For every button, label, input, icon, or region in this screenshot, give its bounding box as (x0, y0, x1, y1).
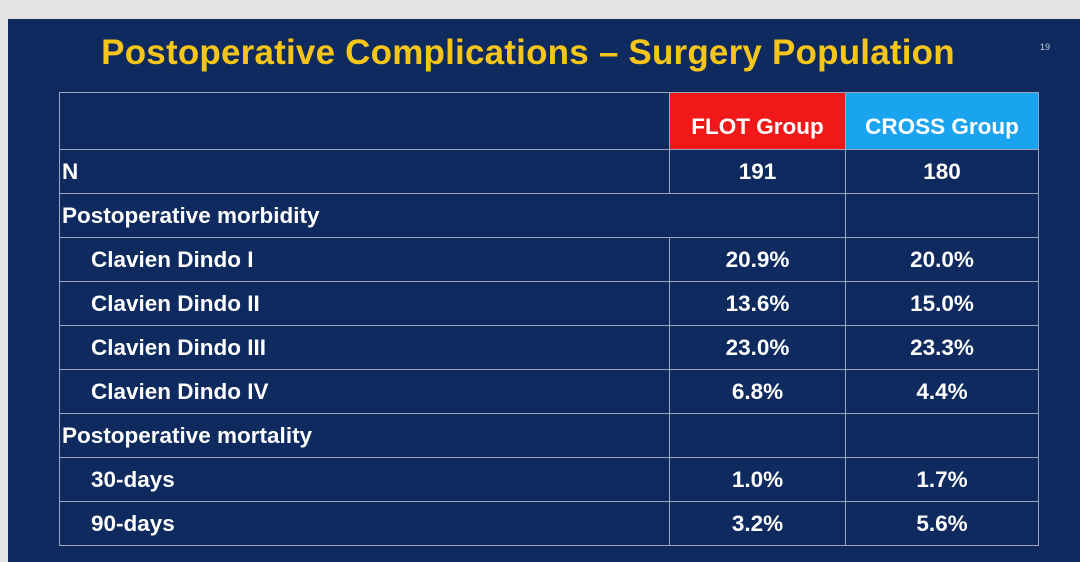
table-row: Clavien Dindo I 20.9% 20.0% (59, 237, 1039, 282)
flot-value (669, 413, 846, 458)
section-label-morbidity: Postoperative morbidity (59, 193, 846, 238)
cross-value: 5.6% (845, 501, 1039, 546)
table-row: N 191 180 (59, 149, 1039, 194)
cross-value: 23.3% (845, 325, 1039, 370)
flot-value: 6.8% (669, 369, 846, 414)
flot-value: 20.9% (669, 237, 846, 282)
table-row: 30-days 1.0% 1.7% (59, 457, 1039, 502)
table-row: Clavien Dindo IV 6.8% 4.4% (59, 369, 1039, 414)
header-flot-group: FLOT Group (669, 92, 846, 150)
flot-value: 1.0% (669, 457, 846, 502)
row-label: 90-days (59, 501, 670, 546)
row-label: 30-days (59, 457, 670, 502)
table-row: 90-days 3.2% 5.6% (59, 501, 1039, 546)
slide-title: Postoperative Complications – Surgery Po… (101, 33, 955, 72)
cross-value (845, 413, 1039, 458)
cross-value: 15.0% (845, 281, 1039, 326)
row-label: N (59, 149, 670, 194)
table-row: Clavien Dindo III 23.0% 23.3% (59, 325, 1039, 370)
flot-value: 23.0% (669, 325, 846, 370)
table-row: Postoperative mortality (59, 413, 1039, 458)
cross-value: 180 (845, 149, 1039, 194)
table-row: Clavien Dindo II 13.6% 15.0% (59, 281, 1039, 326)
page-number: 19 (1040, 42, 1051, 52)
cross-value (845, 193, 1039, 238)
complications-table: FLOT Group CROSS Group N 191 180 Postope… (59, 92, 1039, 546)
cross-value: 20.0% (845, 237, 1039, 282)
slide: Postoperative Complications – Surgery Po… (8, 19, 1080, 562)
row-label: Clavien Dindo I (59, 237, 670, 282)
row-label: Clavien Dindo III (59, 325, 670, 370)
header-cross-group: CROSS Group (845, 92, 1039, 150)
cross-value: 1.7% (845, 457, 1039, 502)
flot-value: 191 (669, 149, 846, 194)
cross-value: 4.4% (845, 369, 1039, 414)
table-header-row: FLOT Group CROSS Group (59, 92, 1039, 150)
row-label: Clavien Dindo II (59, 281, 670, 326)
section-label-mortality: Postoperative mortality (59, 413, 670, 458)
table-row: Postoperative morbidity (59, 193, 1039, 238)
flot-value: 3.2% (669, 501, 846, 546)
flot-value: 13.6% (669, 281, 846, 326)
header-empty-cell (59, 92, 670, 150)
row-label: Clavien Dindo IV (59, 369, 670, 414)
